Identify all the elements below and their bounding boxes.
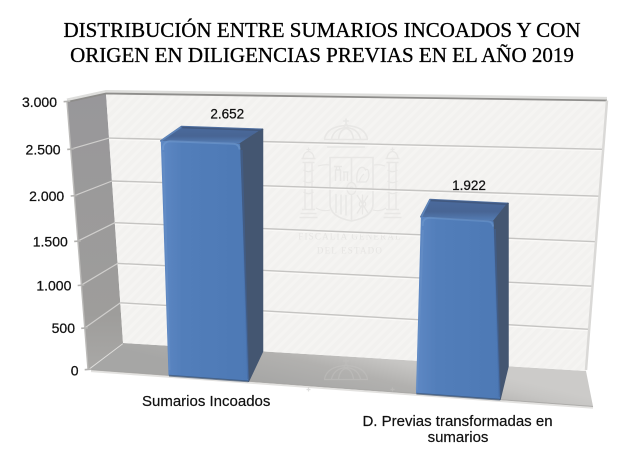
svg-text:DEL ESTADO: DEL ESTADO [317, 246, 383, 256]
svg-text:ORIGEN EN DILIGENCIAS PREVIAS: ORIGEN EN DILIGENCIAS PREVIAS EN EL AÑO … [70, 43, 574, 67]
svg-text:3.000: 3.000 [22, 94, 57, 110]
svg-text:DISTRIBUCIÓN ENTRE SUMARIOS IN: DISTRIBUCIÓN ENTRE SUMARIOS INCOADOS Y C… [63, 18, 580, 42]
svg-text:D. Previas transformadas en: D. Previas transformadas en [362, 413, 552, 430]
svg-text:500: 500 [52, 320, 76, 336]
svg-text:1.500: 1.500 [33, 233, 68, 249]
svg-text:2.000: 2.000 [29, 188, 64, 204]
svg-text:sumarios: sumarios [428, 429, 489, 446]
svg-text:2.500: 2.500 [26, 141, 61, 157]
svg-text:Sumarios Incoados: Sumarios Incoados [142, 393, 270, 410]
svg-text:2.652: 2.652 [210, 107, 244, 122]
svg-text:0: 0 [71, 363, 79, 379]
svg-text:1.000: 1.000 [36, 278, 71, 294]
svg-text:1.922: 1.922 [452, 178, 486, 193]
svg-text:FISCALÍA GENERAL: FISCALÍA GENERAL [298, 232, 401, 242]
